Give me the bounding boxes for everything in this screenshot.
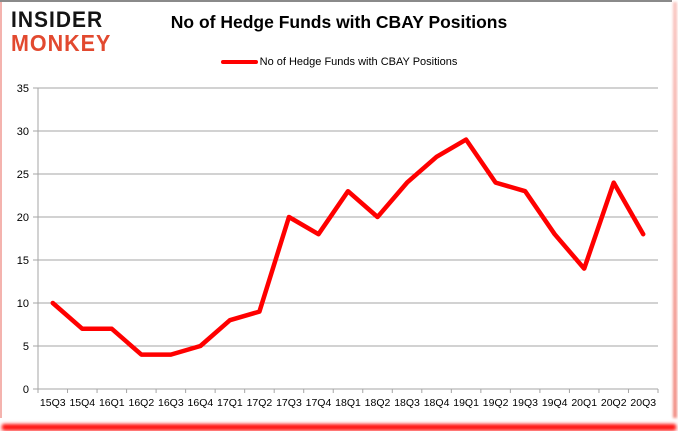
series-line [50,137,646,357]
logo-insider-text: INSIDER [11,7,104,33]
y-tick-label: 5 [23,341,29,353]
x-tick-label: 19Q4 [542,397,568,409]
frame-left-border [0,2,2,418]
x-tick-label: 20Q1 [571,397,597,409]
y-tick-label: 15 [17,255,29,267]
x-tick-label: 16Q3 [158,397,184,409]
logo-monkey-text: MONKEY [11,30,112,57]
y-tick-label: 10 [17,298,29,310]
x-tick-label: 17Q2 [247,397,273,409]
x-tick-label: 19Q3 [512,397,538,409]
y-tick-label: 0 [23,384,29,396]
x-tick-label: 18Q4 [424,397,450,409]
x-tick-label: 17Q3 [276,397,302,409]
frame-top-border [0,0,672,2]
chart-title: No of Hedge Funds with CBAY Positions [170,12,508,32]
y-tick-label: 35 [17,83,29,95]
x-tick-label: 18Q2 [365,397,391,409]
legend-label: No of Hedge Funds with CBAY Positions [259,56,458,68]
x-tick-label: 18Q1 [335,397,361,409]
x-tick-label: 15Q4 [69,397,95,409]
x-tick-label: 16Q1 [99,397,125,409]
x-tick-label: 17Q4 [306,397,332,409]
x-tick-label: 18Q3 [394,397,420,409]
x-tick-label: 15Q3 [40,397,66,409]
x-tick-label: 17Q1 [217,397,243,409]
x-tick-label: 20Q2 [601,397,627,409]
legend-line-swatch [220,59,258,65]
x-tick-label: 20Q3 [630,397,656,409]
x-tick-label: 19Q2 [483,397,509,409]
frame-bottom-glow [2,424,676,430]
y-tick-label: 25 [17,169,29,181]
x-tick-label: 16Q2 [128,397,154,409]
x-tick-label: 19Q1 [453,397,479,409]
y-tick-label: 30 [17,126,29,138]
x-tick-label: 16Q4 [188,397,214,409]
y-tick-label: 20 [17,212,29,224]
frame-right-border [673,2,677,418]
legend: No of Hedge Funds with CBAY Positions [0,56,678,68]
insider-monkey-logo: INSIDER MONKEY [11,9,111,55]
